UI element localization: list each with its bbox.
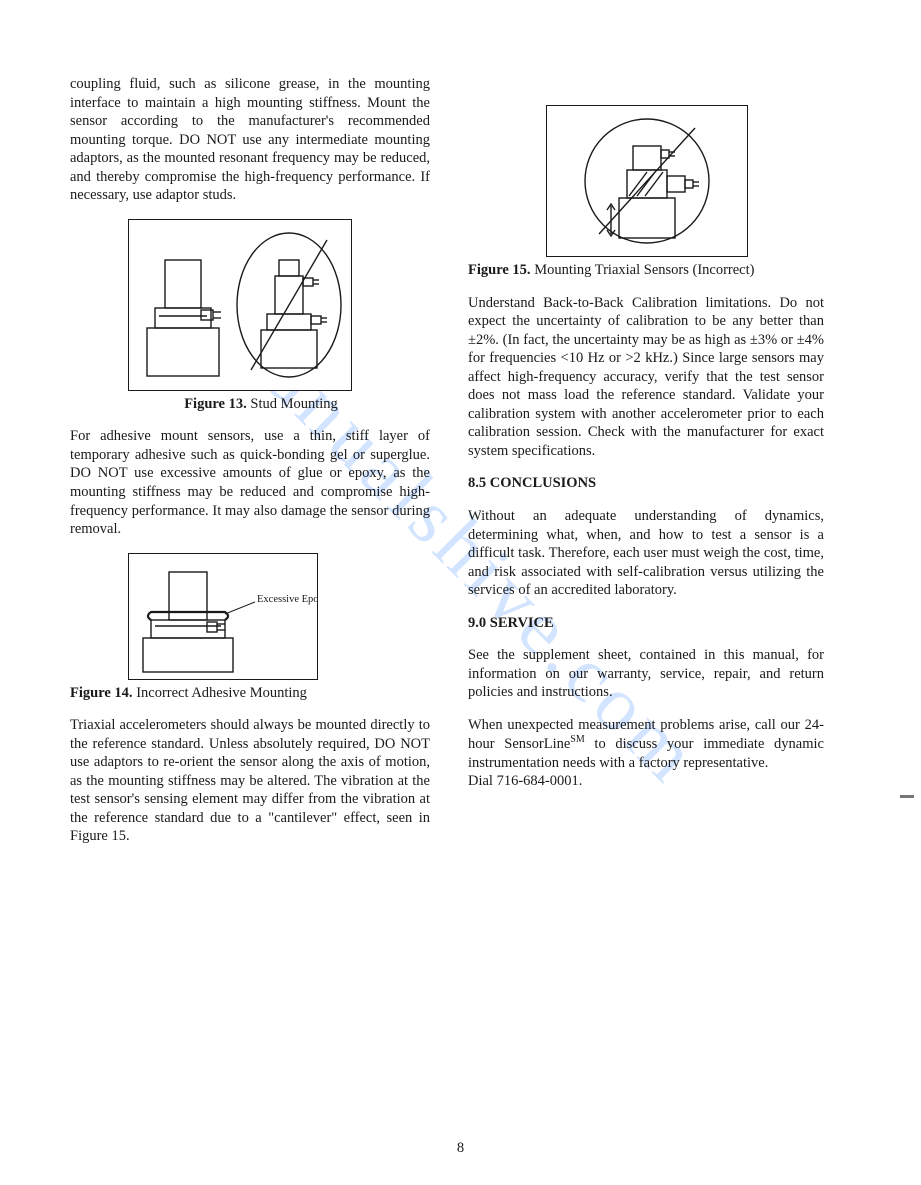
fig14-text: Incorrect Adhesive Mounting	[133, 685, 307, 701]
para-coupling-fluid: coupling fluid, such as silicone grease,…	[70, 75, 430, 205]
dial-number: Dial 716-684-0001.	[468, 773, 582, 789]
para-supplement: See the supplement sheet, contained in t…	[468, 646, 824, 702]
para-calibration: Understand Back-to-Back Calibration limi…	[468, 294, 824, 461]
scan-edge-mark	[900, 795, 914, 798]
figure-14-caption: Figure 14. Incorrect Adhesive Mounting	[70, 684, 430, 703]
para-sensorline: When unexpected measurement problems ari…	[468, 716, 824, 791]
figure-13-caption: Figure 13. Stud Mounting	[70, 395, 430, 414]
fig14-label: Excessive Epoxy	[257, 594, 318, 605]
fig15-bold: Figure 15.	[468, 262, 531, 278]
figure-15	[546, 105, 748, 257]
fig15-text: Mounting Triaxial Sensors (Incorrect)	[531, 262, 755, 278]
heading-service: 9.0 SERVICE	[468, 614, 824, 633]
para-adhesive: For adhesive mount sensors, use a thin, …	[70, 427, 430, 538]
figure-14: Excessive Epoxy	[128, 553, 318, 680]
left-column: coupling fluid, such as silicone grease,…	[70, 75, 430, 860]
fig14-bold: Figure 14.	[70, 685, 133, 701]
right-column: Figure 15. Mounting Triaxial Sensors (In…	[468, 75, 824, 860]
fig13-text: Stud Mounting	[247, 396, 338, 412]
page-number: 8	[0, 1140, 921, 1157]
sensorline-sm: SM	[570, 734, 584, 745]
heading-conclusions: 8.5 CONCLUSIONS	[468, 474, 824, 493]
para-triaxial: Triaxial accelerometers should always be…	[70, 716, 430, 846]
figure-15-caption: Figure 15. Mounting Triaxial Sensors (In…	[468, 261, 824, 280]
fig13-bold: Figure 13.	[184, 396, 247, 412]
para-conclusions: Without an adequate understanding of dyn…	[468, 507, 824, 600]
figure-13	[128, 219, 352, 391]
